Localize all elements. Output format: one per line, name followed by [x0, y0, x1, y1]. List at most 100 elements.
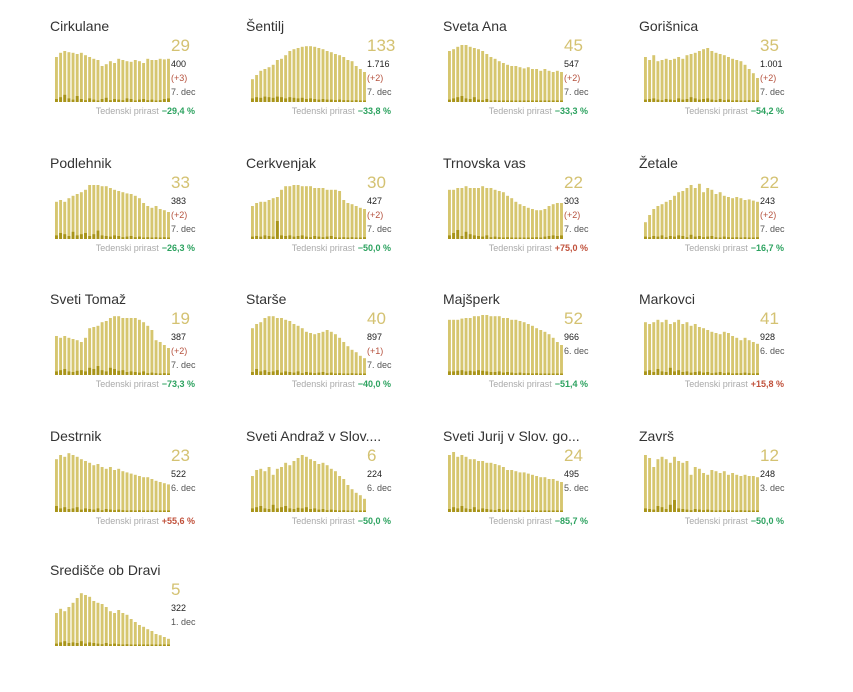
active-cases-bar: [472, 459, 476, 512]
active-cases-bar: [497, 191, 501, 239]
new-cases-bar: [697, 509, 701, 512]
new-cases-bar: [334, 510, 337, 512]
new-cases-bar: [489, 100, 493, 102]
new-cases-bar: [55, 506, 58, 512]
new-cases-bar: [722, 236, 726, 239]
new-cases-bar: [92, 509, 96, 512]
new-cases-bar: [460, 236, 464, 239]
new-cases-bar: [251, 98, 254, 102]
active-cases-bar: [506, 470, 509, 512]
weekly-growth-value: −50,0 %: [750, 516, 784, 526]
new-cases-bar: [551, 100, 555, 102]
new-cases-bar: [267, 372, 271, 375]
daily-change: (+2): [760, 73, 777, 83]
active-cases-bar: [660, 60, 664, 102]
active-cases-bar: [714, 471, 718, 512]
new-cases-bar: [493, 510, 497, 512]
active-cases-bar: [510, 319, 514, 375]
active-cases-bar: [543, 477, 547, 512]
new-cases-bar: [71, 231, 75, 239]
active-cases-bar: [350, 204, 354, 239]
active-cases-bar: [751, 73, 755, 102]
new-cases-bar: [125, 98, 129, 102]
new-cases-bar: [267, 236, 271, 239]
new-cases-bar: [125, 644, 129, 646]
new-cases-bar: [317, 372, 321, 375]
new-cases-bar: [96, 508, 100, 512]
active-cases-bar: [138, 625, 141, 646]
new-cases-bar: [150, 644, 154, 646]
new-cases-bar: [84, 371, 87, 375]
active-cases-bar: [313, 46, 317, 102]
new-cases-bar: [644, 99, 647, 102]
new-cases-bar: [313, 373, 317, 375]
new-cases-bar: [67, 643, 71, 646]
municipality-card[interactable]: Destrnik 23 522 6. dec Tedenski prirast +55,6…: [50, 428, 240, 558]
municipality-card[interactable]: Šentilj 133 1.716 (+2) 7. dec Tedenski priras…: [246, 18, 436, 148]
active-cases-bar: [96, 185, 100, 239]
municipality-card[interactable]: Cerkvenjak 30 427 (+2) 7. dec Tedenski priras…: [246, 155, 436, 285]
active-cases-bar: [321, 331, 325, 375]
municipality-card[interactable]: Središče ob Dravi 5 322 1. dec: [50, 562, 240, 692]
municipality-card[interactable]: Trnovska vas 22 303 (+2) 7. dec Tedenski prir…: [443, 155, 633, 285]
new-cases-bar: [284, 98, 288, 102]
sparkline-chart: [644, 455, 759, 512]
municipality-name: Sveti Tomaž: [50, 291, 126, 307]
municipality-card[interactable]: Žetale 22 243 (+2) 7. dec Tedenski prirast −16…: [639, 155, 829, 285]
new-cases-bar: [460, 370, 464, 375]
sparkline-chart: [448, 186, 563, 239]
active-cases-bar: [501, 63, 505, 102]
municipality-card[interactable]: Sveta Ana 45 547 (+2) 7. dec Tedenski prirast…: [443, 18, 633, 148]
municipality-card[interactable]: Majšperk 52 966 6. dec Tedenski prirast −51,4…: [443, 291, 633, 421]
active-cases-bar: [338, 191, 342, 239]
active-cases-bar: [673, 58, 676, 102]
weekly-growth: Tedenski prirast −40,0 %: [292, 379, 391, 389]
municipality-card[interactable]: Sveti Andraž v Slov.... 6 224 6. dec Tedensk…: [246, 428, 436, 558]
new-cases-bar: [108, 644, 112, 646]
active-cases-bar: [309, 46, 312, 102]
new-cases-bar: [162, 99, 166, 102]
active-cases-bar: [162, 210, 166, 239]
new-cases-bar: [342, 510, 346, 512]
active-cases-bar: [722, 195, 726, 239]
new-cases-bar: [158, 237, 162, 239]
active-cases-bar: [267, 316, 271, 375]
new-cases-bar: [334, 373, 337, 375]
new-cases-bar: [75, 643, 79, 646]
new-cases-bar: [555, 100, 559, 102]
new-cases-bar: [668, 99, 672, 102]
new-cases-bar: [452, 507, 456, 512]
municipality-card[interactable]: Sveti Jurij v Slov. go... 24 495 5. dec Tede…: [443, 428, 633, 558]
active-cases-bar: [104, 321, 108, 375]
new-cases-bar: [706, 98, 710, 102]
active-cases-bar: [75, 340, 79, 375]
sparkline-chart: [644, 183, 759, 239]
municipality-card[interactable]: Podlehnik 33 383 (+2) 7. dec Tedenski prirast…: [50, 155, 240, 285]
active-cases-bar: [693, 467, 697, 512]
new-cases-bar: [652, 98, 656, 102]
active-cases-bar: [313, 461, 317, 512]
new-cases-bar: [685, 237, 689, 239]
active-cases-bar: [167, 348, 170, 375]
active-cases-bar: [96, 602, 100, 646]
active-cases-bar: [460, 318, 464, 375]
municipality-card[interactable]: Cirkulane 29 400 (+3) 7. dec Tedenski prirast…: [50, 18, 240, 148]
new-cases-bar: [685, 509, 689, 512]
new-cases-bar: [63, 234, 67, 239]
active-cases-bar: [468, 459, 472, 512]
active-cases-bar: [448, 51, 451, 102]
active-cases-bar: [514, 319, 518, 375]
new-cases-bar: [321, 372, 325, 375]
active-cases-bar: [117, 58, 121, 102]
active-cases-bar: [551, 72, 555, 102]
municipality-card[interactable]: Sveti Tomaž 19 387 (+2) 7. dec Tedenski prira…: [50, 291, 240, 421]
new-cases-bar: [104, 643, 108, 646]
active-cases-bar: [464, 45, 468, 102]
municipality-card[interactable]: Završ 12 248 3. dec Tedenski prirast −50,0 %: [639, 428, 829, 558]
municipality-card[interactable]: Markovci 41 928 6. dec Tedenski prirast +15,8…: [639, 291, 829, 421]
municipality-card[interactable]: Gorišnica 35 1.001 (+2) 7. dec Tedenski prira…: [639, 18, 829, 148]
municipality-card[interactable]: Starše 40 897 (+1) 7. dec Tedenski prirast −40…: [246, 291, 436, 421]
active-cases-bar: [456, 456, 460, 512]
new-cases-bar: [255, 236, 259, 239]
active-cases-bar: [743, 474, 747, 512]
